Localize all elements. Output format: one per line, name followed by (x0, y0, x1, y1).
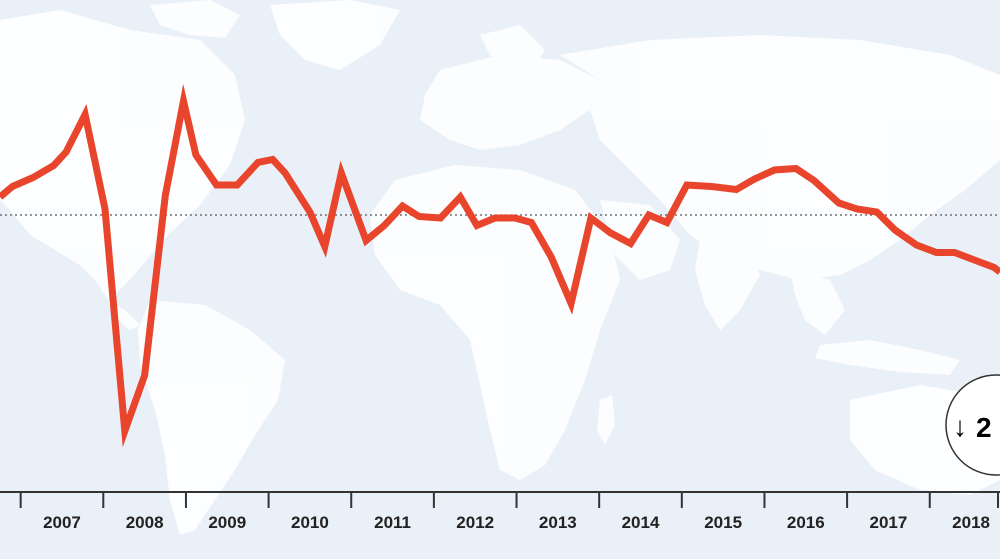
x-tick-label-2015: 2015 (704, 513, 742, 532)
x-tick-label-2012: 2012 (456, 513, 494, 532)
x-tick-label-2014: 2014 (622, 513, 660, 532)
callout-circle (945, 374, 1000, 476)
world-map-background (0, 0, 1000, 535)
x-axis-ticks: 2007 2008 2009 2010 2011 2012 2013 2014 2015 2016… (19, 492, 999, 532)
series-layer (0, 84, 1000, 448)
x-tick-label-2018: 2018 (952, 513, 990, 532)
callout-arrow-icon: ↓ (953, 411, 967, 442)
x-tick-label-2009: 2009 (208, 513, 246, 532)
x-tick-label-2013: 2013 (539, 513, 577, 532)
callout-badge: ↓ 2 (945, 374, 1000, 476)
series-line-0 (0, 84, 1000, 448)
x-tick-label-2017: 2017 (870, 513, 908, 532)
callout-value: 2 (976, 412, 992, 443)
x-tick-label-2016: 2016 (787, 513, 825, 532)
x-tick-label-2010: 2010 (291, 513, 329, 532)
x-tick-label-2011: 2011 (374, 513, 411, 532)
x-tick-label-2008: 2008 (126, 513, 164, 532)
x-tick-label-2007: 2007 (43, 513, 81, 532)
